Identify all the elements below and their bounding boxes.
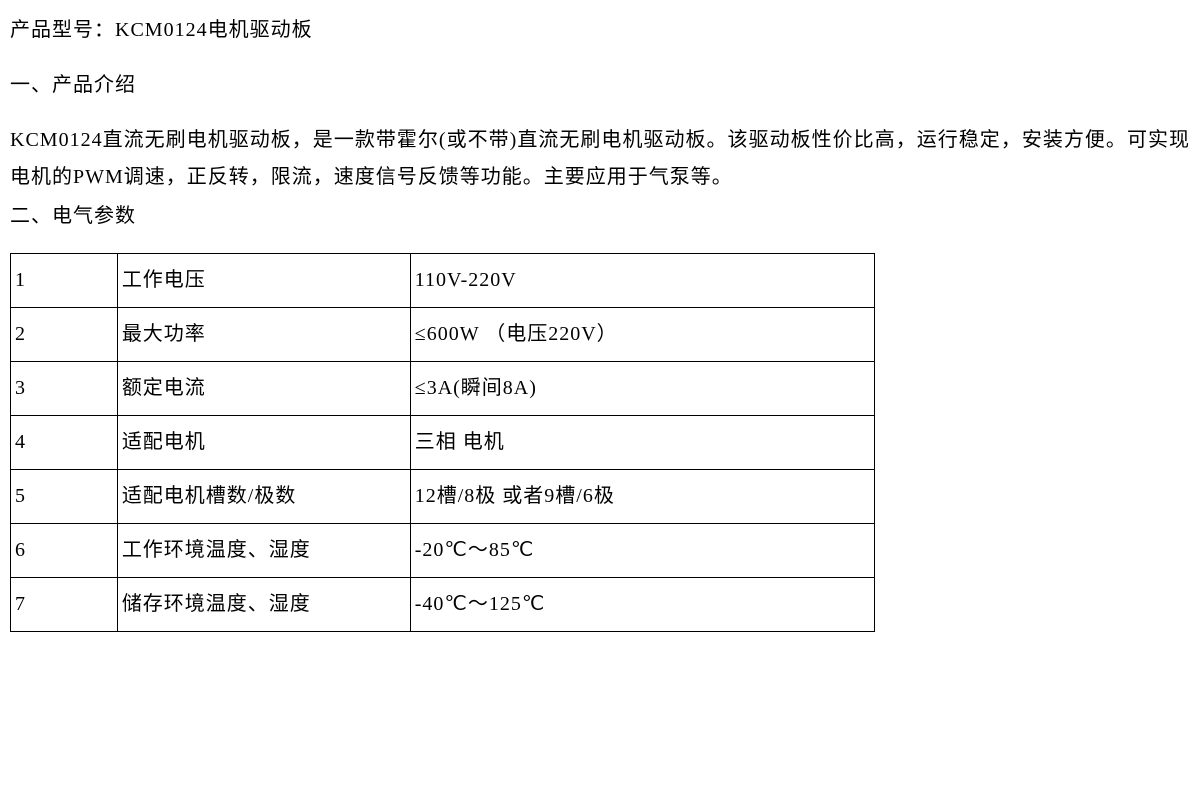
row-number: 1 [11,254,118,308]
table-row: 3 额定电流 ≤3A(瞬间8A) [11,362,875,416]
row-value: 12槽/8极 或者9槽/6极 [410,470,874,524]
row-value: 三相 电机 [410,416,874,470]
row-value: 110V-220V [410,254,874,308]
intro-paragraph: KCM0124直流无刷电机驱动板，是一款带霍尔(或不带)直流无刷电机驱动板。该驱… [10,122,1190,196]
row-number: 3 [11,362,118,416]
row-number: 2 [11,308,118,362]
spec-table-body: 1 工作电压 110V-220V 2 最大功率 ≤600W （电压220V） 3… [11,254,875,632]
table-row: 2 最大功率 ≤600W （电压220V） [11,308,875,362]
row-value: ≤600W （电压220V） [410,308,874,362]
row-param: 储存环境温度、湿度 [117,578,410,632]
row-value: -20℃～85℃ [410,524,874,578]
row-value: ≤3A(瞬间8A) [410,362,874,416]
section-heading-params: 二、电气参数 [10,198,1190,235]
table-row: 6 工作环境温度、湿度 -20℃～85℃ [11,524,875,578]
row-number: 6 [11,524,118,578]
table-row: 5 适配电机槽数/极数 12槽/8极 或者9槽/6极 [11,470,875,524]
row-number: 7 [11,578,118,632]
spec-table: 1 工作电压 110V-220V 2 最大功率 ≤600W （电压220V） 3… [10,253,875,632]
table-row: 4 适配电机 三相 电机 [11,416,875,470]
row-param: 适配电机槽数/极数 [117,470,410,524]
row-param: 工作环境温度、湿度 [117,524,410,578]
table-row: 1 工作电压 110V-220V [11,254,875,308]
row-number: 4 [11,416,118,470]
table-row: 7 储存环境温度、湿度 -40℃～125℃ [11,578,875,632]
product-title: 产品型号：KCM0124电机驱动板 [10,12,1190,49]
row-param: 最大功率 [117,308,410,362]
section-heading-intro: 一、产品介绍 [10,67,1190,104]
row-param: 额定电流 [117,362,410,416]
row-param: 工作电压 [117,254,410,308]
row-param: 适配电机 [117,416,410,470]
row-value: -40℃～125℃ [410,578,874,632]
row-number: 5 [11,470,118,524]
